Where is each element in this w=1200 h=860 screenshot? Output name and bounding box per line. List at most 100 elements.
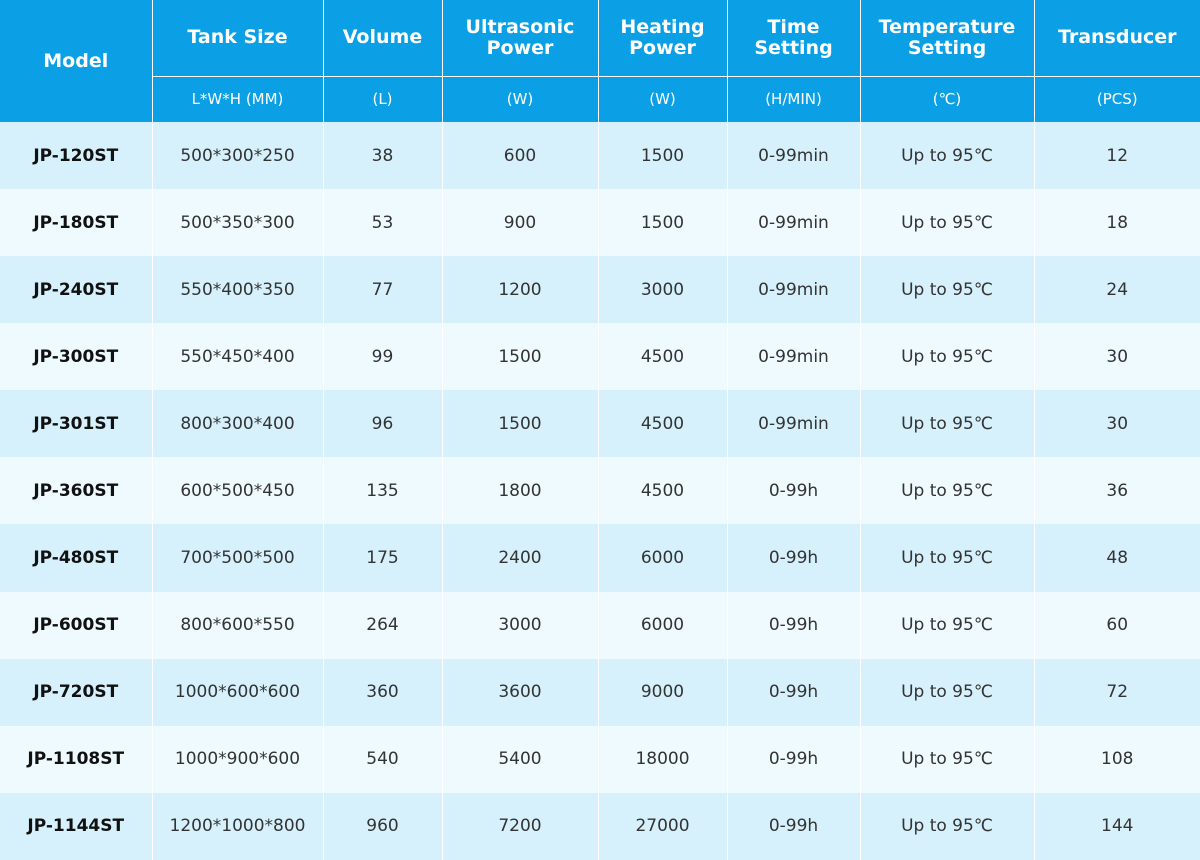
cell-model: JP-120ST <box>0 122 153 190</box>
cell-model: JP-360ST <box>0 457 153 525</box>
cell-heating-power: 4500 <box>598 390 728 458</box>
cell-temperature-setting: Up to 95℃ <box>860 658 1035 726</box>
unit-ultrasonic-power: (W) <box>442 75 599 122</box>
table-row: JP-1108ST 1000*900*600 540 5400 18000 0-99h Up… <box>0 725 1200 793</box>
header-temperature-setting: Temperature Setting <box>860 0 1035 76</box>
cell-model: JP-301ST <box>0 390 153 458</box>
cell-model: JP-1144ST <box>0 792 153 860</box>
cell-temperature-setting: Up to 95℃ <box>860 189 1035 257</box>
cell-temperature-setting: Up to 95℃ <box>860 256 1035 324</box>
table-body: JP-120ST 500*300*250 38 600 1500 0-99min Up to… <box>0 122 1200 860</box>
header-tank-size: Tank Size <box>152 0 324 76</box>
cell-heating-power: 4500 <box>598 323 728 391</box>
cell-transducer: 72 <box>1034 658 1200 726</box>
table-row: JP-600ST 800*600*550 264 3000 6000 0-99h Up to… <box>0 591 1200 659</box>
table-header: Model Tank Size Volume Ultrasonic Power … <box>0 0 1200 122</box>
cell-heating-power: 1500 <box>598 189 728 257</box>
cell-volume: 135 <box>323 457 443 525</box>
cell-transducer: 48 <box>1034 524 1200 592</box>
header-heating-power: Heating Power <box>598 0 728 76</box>
table-row: JP-480ST 700*500*500 175 2400 6000 0-99h Up to… <box>0 524 1200 592</box>
header-title-row: Model Tank Size Volume Ultrasonic Power … <box>0 0 1200 122</box>
unit-temperature-setting: (℃) <box>860 75 1035 122</box>
cell-tank-size: 1200*1000*800 <box>152 792 324 860</box>
cell-model: JP-240ST <box>0 256 153 324</box>
cell-time-setting: 0-99h <box>727 658 861 726</box>
cell-ultrasonic-power: 900 <box>442 189 599 257</box>
cell-volume: 540 <box>323 725 443 793</box>
header-time-setting: Time Setting <box>727 0 861 76</box>
header-transducer: Transducer <box>1034 0 1200 76</box>
cell-time-setting: 0-99min <box>727 390 861 458</box>
cell-ultrasonic-power: 7200 <box>442 792 599 860</box>
cell-tank-size: 1000*600*600 <box>152 658 324 726</box>
cell-tank-size: 800*300*400 <box>152 390 324 458</box>
cell-ultrasonic-power: 2400 <box>442 524 599 592</box>
cell-transducer: 18 <box>1034 189 1200 257</box>
cell-tank-size: 550*450*400 <box>152 323 324 391</box>
cell-ultrasonic-power: 1800 <box>442 457 599 525</box>
cell-time-setting: 0-99h <box>727 591 861 659</box>
cell-temperature-setting: Up to 95℃ <box>860 524 1035 592</box>
table-row: JP-1144ST 1200*1000*800 960 7200 27000 0-99h U… <box>0 792 1200 860</box>
cell-temperature-setting: Up to 95℃ <box>860 725 1035 793</box>
header-temperature-setting-label: Temperature Setting <box>878 15 1016 59</box>
unit-tank-size: L*W*H (MM) <box>152 75 324 122</box>
cell-time-setting: 0-99h <box>727 792 861 860</box>
cell-heating-power: 18000 <box>598 725 728 793</box>
cell-time-setting: 0-99min <box>727 323 861 391</box>
cell-ultrasonic-power: 5400 <box>442 725 599 793</box>
cell-volume: 960 <box>323 792 443 860</box>
header-unit-row: L*W*H (MM) (L) (W) (W) (H/MIN) (℃) (PCS) <box>0 75 1200 122</box>
cell-volume: 99 <box>323 323 443 391</box>
cell-transducer: 144 <box>1034 792 1200 860</box>
header-heating-power-label: Heating Power <box>620 15 705 59</box>
cell-model: JP-180ST <box>0 189 153 257</box>
cell-ultrasonic-power: 1500 <box>442 323 599 391</box>
cell-volume: 360 <box>323 658 443 726</box>
unit-volume: (L) <box>323 75 443 122</box>
cell-transducer: 30 <box>1034 323 1200 391</box>
cell-transducer: 12 <box>1034 122 1200 190</box>
header-volume: Volume <box>323 0 443 76</box>
cell-volume: 38 <box>323 122 443 190</box>
header-ultrasonic-power: Ultrasonic Power <box>442 0 599 76</box>
cell-temperature-setting: Up to 95℃ <box>860 122 1035 190</box>
cell-ultrasonic-power: 3600 <box>442 658 599 726</box>
table-row: JP-120ST 500*300*250 38 600 1500 0-99min Up to… <box>0 122 1200 190</box>
cell-time-setting: 0-99min <box>727 122 861 190</box>
cell-model: JP-600ST <box>0 591 153 659</box>
cell-time-setting: 0-99h <box>727 725 861 793</box>
cell-transducer: 24 <box>1034 256 1200 324</box>
table-row: JP-360ST 600*500*450 135 1800 4500 0-99h Up to… <box>0 457 1200 525</box>
cell-volume: 53 <box>323 189 443 257</box>
cell-transducer: 30 <box>1034 390 1200 458</box>
cell-volume: 96 <box>323 390 443 458</box>
table-row: JP-720ST 1000*600*600 360 3600 9000 0-99h Up t… <box>0 658 1200 726</box>
cell-tank-size: 500*300*250 <box>152 122 324 190</box>
cell-ultrasonic-power: 1500 <box>442 390 599 458</box>
cell-ultrasonic-power: 3000 <box>442 591 599 659</box>
cell-tank-size: 700*500*500 <box>152 524 324 592</box>
cell-volume: 175 <box>323 524 443 592</box>
cell-volume: 77 <box>323 256 443 324</box>
cell-temperature-setting: Up to 95℃ <box>860 390 1035 458</box>
cell-heating-power: 9000 <box>598 658 728 726</box>
cell-heating-power: 1500 <box>598 122 728 190</box>
cell-tank-size: 600*500*450 <box>152 457 324 525</box>
unit-transducer: (PCS) <box>1034 75 1200 122</box>
cell-model: JP-300ST <box>0 323 153 391</box>
cell-tank-size: 550*400*350 <box>152 256 324 324</box>
cell-volume: 264 <box>323 591 443 659</box>
table-row: JP-300ST 550*450*400 99 1500 4500 0-99min Up t… <box>0 323 1200 391</box>
cell-heating-power: 27000 <box>598 792 728 860</box>
cell-heating-power: 6000 <box>598 524 728 592</box>
cell-heating-power: 4500 <box>598 457 728 525</box>
cell-temperature-setting: Up to 95℃ <box>860 457 1035 525</box>
header-time-setting-label: Time Setting <box>754 15 833 59</box>
cell-temperature-setting: Up to 95℃ <box>860 591 1035 659</box>
table-row: JP-240ST 550*400*350 77 1200 3000 0-99min Up t… <box>0 256 1200 324</box>
cell-heating-power: 3000 <box>598 256 728 324</box>
unit-time-setting: (H/MIN) <box>727 75 861 122</box>
